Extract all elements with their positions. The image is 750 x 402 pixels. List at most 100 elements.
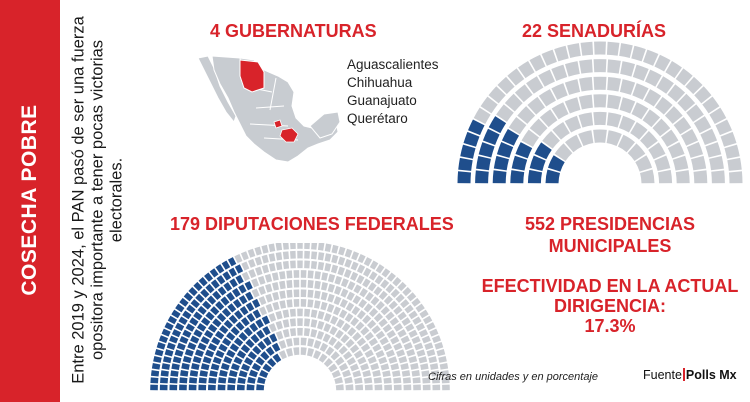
seat-other bbox=[421, 370, 430, 377]
seat-other bbox=[414, 342, 424, 351]
seat-other bbox=[234, 253, 243, 264]
seat-won bbox=[222, 271, 232, 281]
seat-other bbox=[265, 283, 273, 293]
seat-other bbox=[268, 243, 276, 252]
seat-other bbox=[380, 279, 390, 289]
seat-other bbox=[564, 115, 582, 133]
seat-other bbox=[551, 83, 568, 100]
seat-other bbox=[349, 363, 359, 372]
seat-won bbox=[169, 335, 179, 344]
seat-won bbox=[493, 155, 509, 171]
seat-other bbox=[401, 370, 411, 377]
seat-other bbox=[349, 344, 360, 354]
seat-other bbox=[317, 320, 325, 330]
seat-other bbox=[330, 264, 339, 274]
seat-other bbox=[673, 116, 692, 135]
seat-other bbox=[400, 363, 409, 371]
seat-won bbox=[197, 342, 207, 351]
seat-won bbox=[196, 323, 207, 332]
seat-other bbox=[724, 144, 740, 159]
seat-other bbox=[529, 118, 548, 137]
seat-other bbox=[300, 299, 307, 307]
seat-won bbox=[230, 363, 240, 371]
seat-won bbox=[209, 268, 219, 278]
seat-won bbox=[515, 142, 533, 159]
seat-other bbox=[635, 155, 653, 172]
seat-won bbox=[263, 336, 272, 347]
seat-won bbox=[159, 384, 168, 391]
seat-other bbox=[331, 244, 339, 254]
seat-other bbox=[607, 59, 621, 74]
seat-won bbox=[160, 370, 169, 377]
seat-won bbox=[176, 342, 186, 351]
presidencias-title: 552 PRESIDENCIAS MUNICIPALES bbox=[470, 213, 750, 257]
seat-other bbox=[496, 104, 514, 122]
seat-other bbox=[431, 370, 440, 377]
seat-other bbox=[352, 332, 362, 342]
seat-other bbox=[282, 251, 289, 260]
seat-won bbox=[182, 329, 192, 338]
seat-other bbox=[345, 338, 355, 349]
seat-won bbox=[245, 291, 254, 301]
seat-other bbox=[593, 76, 607, 90]
seat-other bbox=[286, 280, 293, 289]
seat-other bbox=[275, 261, 283, 271]
seat-won bbox=[232, 298, 242, 309]
seat-won bbox=[199, 370, 208, 377]
seat-other bbox=[335, 384, 344, 391]
seat-other bbox=[386, 329, 396, 339]
seat-won bbox=[251, 362, 262, 372]
seat-other bbox=[362, 267, 372, 277]
seat-other bbox=[320, 301, 328, 311]
source-brand: Polls Mx bbox=[685, 368, 737, 382]
seat-other bbox=[352, 295, 362, 305]
seat-other bbox=[642, 109, 661, 128]
seat-other bbox=[384, 384, 392, 391]
seat-won bbox=[478, 142, 495, 158]
seat-other bbox=[378, 356, 388, 365]
seat-other bbox=[355, 384, 364, 391]
seat-won bbox=[269, 333, 278, 343]
seat-other bbox=[334, 275, 343, 285]
seat-won bbox=[247, 351, 258, 360]
seat-other bbox=[241, 261, 250, 271]
seat-won bbox=[262, 363, 272, 373]
seat-won bbox=[162, 356, 172, 364]
seat-won bbox=[220, 296, 230, 306]
seat-other bbox=[416, 349, 426, 357]
seat-other bbox=[422, 315, 433, 325]
seat-other bbox=[411, 370, 420, 377]
seat-other bbox=[539, 109, 558, 128]
seat-other bbox=[406, 348, 416, 357]
seat-won bbox=[164, 349, 174, 357]
seat-other bbox=[711, 170, 725, 184]
seat-other bbox=[392, 277, 402, 287]
seat-other bbox=[521, 129, 540, 147]
seat-other bbox=[397, 311, 407, 321]
seat-other bbox=[317, 252, 325, 261]
seat-other bbox=[709, 156, 724, 171]
seat-won bbox=[208, 377, 217, 384]
seat-other bbox=[691, 155, 707, 171]
seat-won bbox=[252, 309, 262, 319]
seat-other bbox=[538, 89, 556, 107]
seat-other bbox=[293, 270, 300, 278]
seat-other bbox=[606, 41, 620, 56]
seat-won bbox=[245, 302, 255, 312]
seat-won bbox=[239, 305, 249, 316]
seat-won bbox=[195, 293, 205, 303]
seat-other bbox=[564, 61, 580, 77]
seat-other bbox=[337, 256, 346, 266]
seat-other bbox=[346, 357, 356, 366]
seat-other bbox=[317, 243, 325, 251]
seat-other bbox=[439, 363, 449, 370]
seat-other bbox=[297, 243, 303, 249]
seat-other bbox=[657, 169, 673, 184]
seat-other bbox=[428, 356, 438, 364]
seat-other bbox=[364, 291, 374, 302]
seat-other bbox=[415, 322, 425, 332]
seat-other bbox=[356, 274, 365, 285]
seat-won bbox=[156, 342, 166, 350]
seat-other bbox=[504, 93, 523, 112]
seat-won bbox=[205, 283, 215, 294]
